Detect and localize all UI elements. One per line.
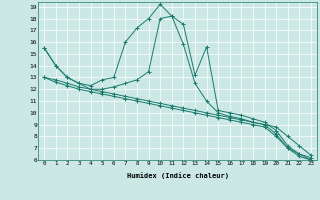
X-axis label: Humidex (Indice chaleur): Humidex (Indice chaleur) xyxy=(127,172,228,179)
